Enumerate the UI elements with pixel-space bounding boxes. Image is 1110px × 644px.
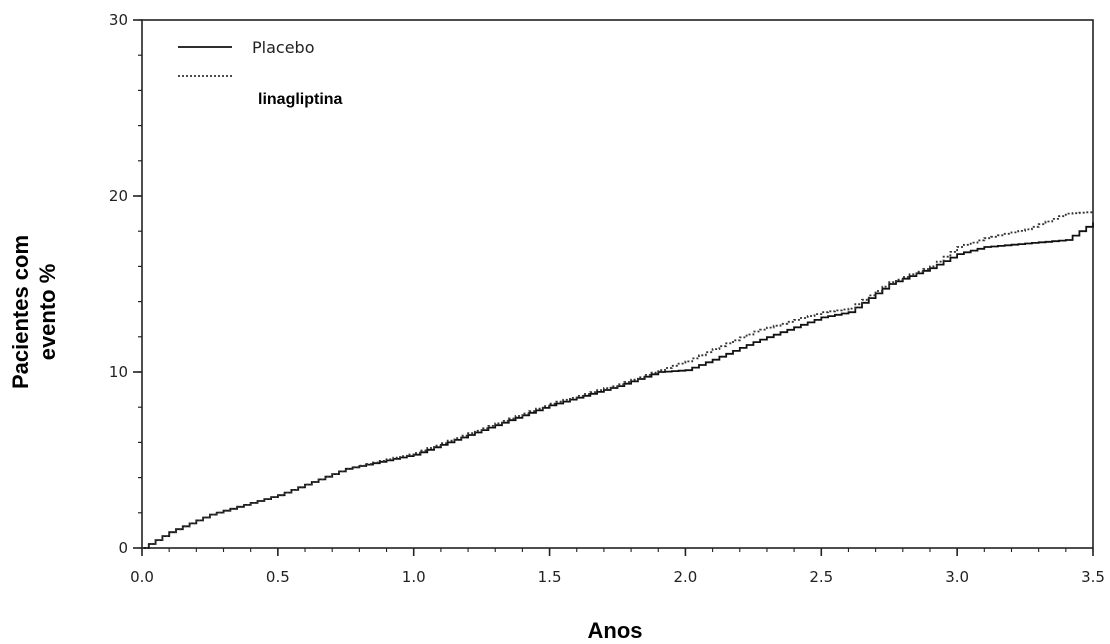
y-axis-title-line2: evento % [35,264,60,361]
x-axis-title: Anos [588,618,643,643]
legend-label-linagliptina: linagliptina [258,91,343,108]
legend: Placebo linagliptina [178,38,343,108]
x-tick-label: 3.5 [1081,568,1105,586]
y-tick-label: 0 [118,539,128,557]
x-tick-label: 0.5 [266,568,290,586]
x-tick-label: 2.0 [673,568,697,586]
axes: 0 10 20 30 0.0 0.5 1.0 1.5 2.0 2.5 3.0 3.5 [109,11,1105,586]
legend-label-placebo: Placebo [252,38,314,57]
y-tick-label: 20 [109,187,128,205]
series-group [142,211,1094,549]
y-tick-label: 10 [109,363,128,381]
x-tick-label: 3.0 [945,568,969,586]
y-tick-label: 30 [109,11,128,29]
y-axis-title-line1: Pacientes com [8,235,33,389]
series-line-placebo [142,222,1094,549]
plot-frame [141,19,1094,549]
x-tick-label: 0.0 [130,568,154,586]
x-tick-label: 2.5 [809,568,833,586]
axis-titles: Anos Pacientes com evento % [8,235,643,643]
x-tick-label: 1.0 [402,568,426,586]
x-tick-label: 1.5 [538,568,562,586]
series-line-linagliptina [142,211,1094,549]
